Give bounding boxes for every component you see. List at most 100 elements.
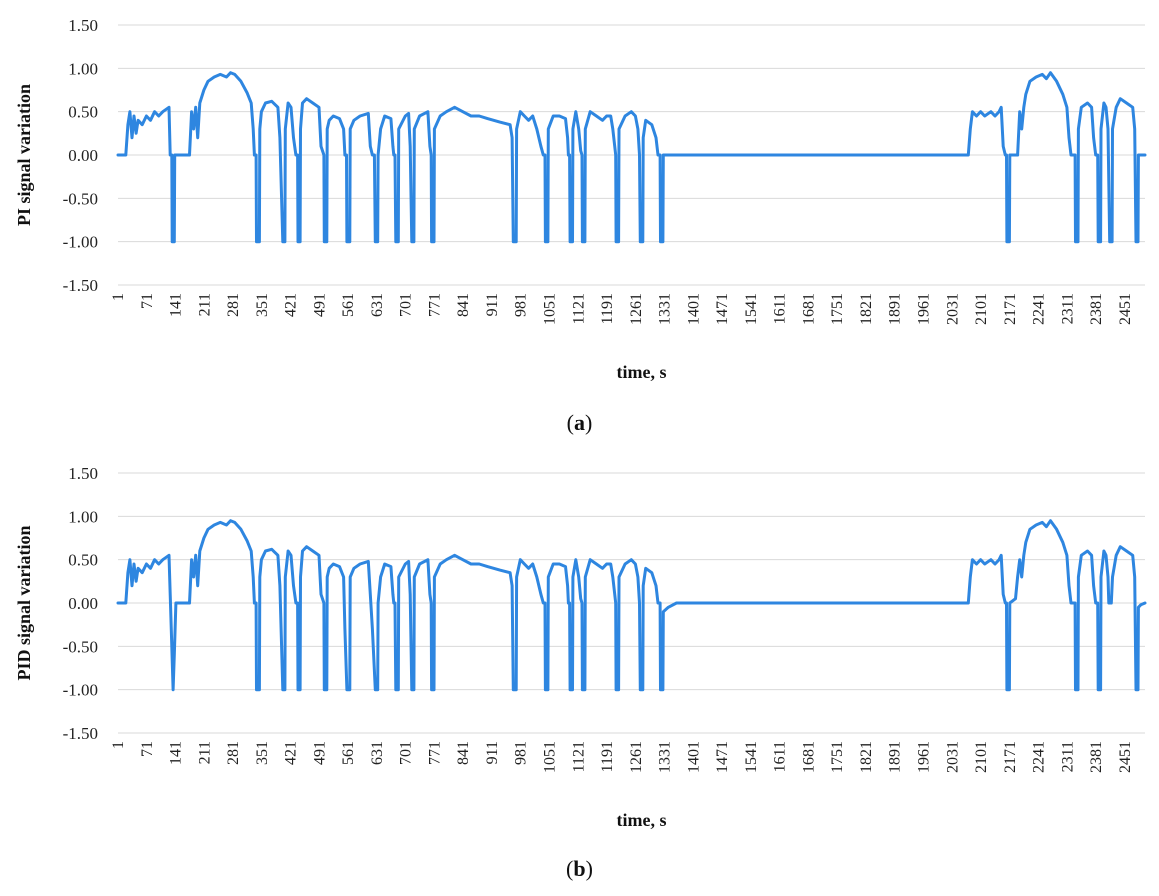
y-axis-title: PID signal variation <box>14 525 34 680</box>
x-tick-label: 1541 <box>743 741 760 773</box>
caption-b: (b) <box>566 856 593 881</box>
series-line <box>116 71 1147 244</box>
x-tick-label: 421 <box>283 293 300 317</box>
x-tick-label: 2311 <box>1059 293 1076 324</box>
x-tick-label: 981 <box>513 741 530 765</box>
x-tick-label: 1891 <box>887 741 904 773</box>
x-tick-label: 2101 <box>973 293 990 325</box>
x-tick-label: 631 <box>369 293 386 317</box>
y-tick-label: -1.00 <box>63 233 98 252</box>
chart-panel-a: 1.50 1.00 0.50 0.00 -0.50 -1.00 -1.50 1 71 141 211… <box>14 16 1147 435</box>
y-tick-label: 0.50 <box>68 103 98 122</box>
x-tick-label: 2171 <box>1002 741 1019 773</box>
x-tick-label: 1261 <box>628 293 645 325</box>
x-tick-label: 281 <box>225 741 242 765</box>
x-tick-label: 1 <box>110 293 127 301</box>
x-tick-label: 1471 <box>714 741 731 773</box>
x-tick-label: 1751 <box>829 741 846 773</box>
y-tick-label: 0.50 <box>68 551 98 570</box>
x-tick-label: 1891 <box>887 293 904 325</box>
x-tick-label: 1471 <box>714 293 731 325</box>
x-tick-label: 351 <box>254 741 271 765</box>
caption-a: (a) <box>566 410 593 435</box>
x-tick-label: 1611 <box>772 293 789 324</box>
y-tick-label: 1.00 <box>68 59 98 78</box>
x-tick-label: 491 <box>311 741 328 765</box>
x-tick-label: 2171 <box>1002 293 1019 325</box>
x-tick-label: 281 <box>225 293 242 317</box>
x-tick-label: 2241 <box>1031 741 1048 773</box>
x-tick-label: 2311 <box>1059 741 1076 772</box>
x-tick-label: 1541 <box>743 293 760 325</box>
x-tick-label: 1331 <box>657 741 674 773</box>
x-tick-label: 1191 <box>599 741 616 772</box>
x-tick-label: 631 <box>369 741 386 765</box>
x-tick-label: 1681 <box>800 741 817 773</box>
x-tick-label: 1331 <box>657 293 674 325</box>
x-tick-label: 701 <box>398 741 415 765</box>
x-tick-label: 2451 <box>1117 741 1134 773</box>
y-tick-label: -0.50 <box>63 189 98 208</box>
x-tick-label: 141 <box>168 741 185 765</box>
x-tick-label: 71 <box>139 741 156 757</box>
x-tick-label: 211 <box>196 741 213 764</box>
x-tick-label: 1401 <box>685 741 702 773</box>
x-tick-label: 841 <box>455 741 472 765</box>
x-tick-label: 841 <box>455 293 472 317</box>
x-tick-label: 1401 <box>685 293 702 325</box>
x-tick-label: 491 <box>311 293 328 317</box>
caption-a-letter: a <box>574 410 585 435</box>
x-tick-label: 141 <box>168 293 185 317</box>
x-tick-label: 1961 <box>915 741 932 773</box>
y-tick-label: 1.00 <box>68 507 98 526</box>
y-axis-title: PI signal variation <box>14 84 34 226</box>
y-tick-label: -1.50 <box>63 724 98 743</box>
x-tick-label: 2241 <box>1031 293 1048 325</box>
y-tick-label: -1.00 <box>63 681 98 700</box>
chart-a-svg: 1.50 1.00 0.50 0.00 -0.50 -1.00 -1.50 1 71 141 211… <box>14 16 1147 382</box>
x-tick-label: 1121 <box>570 293 587 324</box>
x-tick-label: 911 <box>484 741 501 764</box>
chart-b-svg: 1.50 1.00 0.50 0.00 -0.50 -1.00 -1.50 1 71 141 211… <box>14 464 1147 830</box>
x-tick-label: 1051 <box>542 293 559 325</box>
x-tick-label: 1611 <box>772 741 789 772</box>
y-tick-label: -1.50 <box>63 276 98 295</box>
x-axis-title: time, s <box>617 362 667 382</box>
x-tick-label: 71 <box>139 293 156 309</box>
x-tick-label: 421 <box>283 741 300 765</box>
x-tick-label: 911 <box>484 293 501 316</box>
x-axis-title: time, s <box>617 810 667 830</box>
chart-panel-b: 1.50 1.00 0.50 0.00 -0.50 -1.00 -1.50 1 71 141 211… <box>0 448 1159 896</box>
x-tick-label: 1751 <box>829 293 846 325</box>
x-tick-label: 561 <box>340 293 357 317</box>
x-tick-label: 1121 <box>570 741 587 772</box>
x-tick-label: 1681 <box>800 293 817 325</box>
x-tick-label: 2031 <box>944 741 961 773</box>
y-tick-label: 0.00 <box>68 146 98 165</box>
x-tick-label: 771 <box>426 741 443 765</box>
x-tick-label: 2451 <box>1117 293 1134 325</box>
x-tick-label: 1821 <box>858 741 875 773</box>
x-tick-label: 351 <box>254 293 271 317</box>
x-tick-label: 771 <box>426 293 443 317</box>
x-tick-label: 211 <box>196 293 213 316</box>
x-tick-label: 2381 <box>1088 293 1105 325</box>
y-tick-label: 1.50 <box>68 464 98 483</box>
x-tick-label: 2381 <box>1088 741 1105 773</box>
x-tick-label: 1191 <box>599 293 616 324</box>
y-tick-label: 0.00 <box>68 594 98 613</box>
x-tick-label: 981 <box>513 293 530 317</box>
x-tick-label: 561 <box>340 741 357 765</box>
x-tick-label: 2031 <box>944 293 961 325</box>
x-tick-label: 1961 <box>915 293 932 325</box>
x-tick-label: 701 <box>398 293 415 317</box>
series-line <box>116 519 1147 692</box>
x-tick-label: 1261 <box>628 741 645 773</box>
y-tick-label: 1.50 <box>68 16 98 35</box>
y-tick-label: -0.50 <box>63 637 98 656</box>
x-tick-label: 1 <box>110 741 127 749</box>
x-tick-label: 1051 <box>542 741 559 773</box>
x-tick-label: 1821 <box>858 293 875 325</box>
caption-b-letter: b <box>573 856 586 881</box>
x-tick-label: 2101 <box>973 741 990 773</box>
